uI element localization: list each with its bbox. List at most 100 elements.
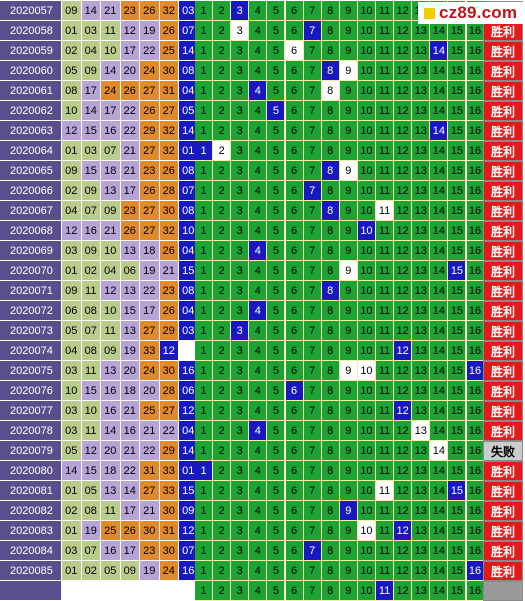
number-8-cell: 8 (321, 441, 340, 461)
number-15-cell: 15 (448, 381, 467, 401)
draw-number-cell: 14 (120, 481, 140, 501)
number-13-cell: 13 (412, 521, 431, 541)
draw-number-cell: 22 (120, 461, 140, 481)
draw-number-cell: 19 (140, 21, 160, 41)
number-10-cell: 10 (357, 561, 376, 581)
number-5-cell: 5 (267, 321, 286, 341)
number-2-cell: 2 (213, 441, 232, 461)
draw-number-cell: 10 (62, 381, 82, 401)
number-13-cell: 13 (412, 141, 431, 161)
number-11-cell: 11 (376, 561, 395, 581)
number-6-cell: 6 (285, 441, 304, 461)
number-14-cell: 14 (430, 481, 449, 501)
number-11-cell: 11 (376, 1, 395, 21)
draw-number-cell: 30 (159, 501, 179, 521)
draw-number-cell: 11 (101, 21, 121, 41)
period-cell: 2020063 (0, 121, 62, 141)
draw-number-cell: 13 (120, 281, 140, 301)
number-8-cell: 8 (321, 61, 340, 81)
draw-number-cell: 23 (120, 201, 140, 221)
number-11-cell: 11 (376, 81, 395, 101)
number-3-cell: 3 (231, 561, 250, 581)
number-7-cell: 7 (303, 421, 322, 441)
draw-number-cell: 18 (120, 381, 140, 401)
number-10-cell: 10 (357, 301, 376, 321)
draw-number-cell: 07 (101, 141, 121, 161)
period-cell: 2020070 (0, 261, 62, 281)
number-8-cell: 8 (321, 381, 340, 401)
number-16-cell: 16 (466, 561, 485, 581)
number-3-cell: 3 (231, 381, 250, 401)
number-5-cell: 5 (267, 401, 286, 421)
number-15-cell: 15 (448, 61, 467, 81)
number-7-cell: 7 (303, 41, 322, 61)
draw-number-cell: 29 (140, 121, 160, 141)
draw-number-cell: 27 (159, 401, 179, 421)
number-15-cell: 15 (448, 481, 467, 501)
number-15-cell: 15 (448, 201, 467, 221)
number-16-cell: 16 (466, 121, 485, 141)
draw-number-cell: 10 (62, 101, 82, 121)
number-3-cell: 3 (231, 541, 250, 561)
draw-number-cell: 15 (81, 121, 101, 141)
number-3-cell: 3 (231, 141, 250, 161)
draw-number-cell: 26 (159, 21, 179, 41)
number-9-cell: 9 (339, 161, 358, 181)
number-12-cell: 12 (394, 561, 413, 581)
period-cell: 2020060 (0, 61, 62, 81)
number-7-cell: 7 (303, 221, 322, 241)
number-7-cell: 7 (303, 381, 322, 401)
draw-number-cell: 26 (140, 1, 160, 21)
number-15-cell: 15 (448, 121, 467, 141)
draw-number-cell (120, 581, 140, 601)
number-13-cell: 13 (412, 541, 431, 561)
number-14-cell: 14 (430, 581, 449, 601)
number-12-cell: 12 (394, 581, 413, 601)
draw-number-cell: 33 (159, 481, 179, 501)
result-badge-win: 胜利 (483, 421, 523, 441)
number-2-cell: 2 (213, 221, 232, 241)
period-cell: 2020085 (0, 561, 62, 581)
number-13-cell: 13 (412, 421, 431, 441)
number-11-cell: 11 (376, 421, 395, 441)
period-cell: 2020079 (0, 441, 62, 461)
number-3-cell: 3 (231, 41, 250, 61)
number-6-cell: 6 (285, 401, 304, 421)
number-3-cell: 3 (231, 241, 250, 261)
number-5-cell: 5 (267, 441, 286, 461)
number-2-cell: 2 (213, 521, 232, 541)
draw-number-cell: 26 (120, 81, 140, 101)
number-6-cell: 6 (285, 141, 304, 161)
number-6-cell: 6 (285, 281, 304, 301)
number-2-cell: 2 (213, 341, 232, 361)
period-cell: 2020065 (0, 161, 62, 181)
number-14-cell: 14 (430, 341, 449, 361)
number-14-cell: 14 (430, 441, 449, 461)
draw-number-cell: 23 (120, 1, 140, 21)
number-1-cell: 1 (195, 61, 214, 81)
draw-number-cell: 05 (101, 561, 121, 581)
draw-number-cell: 22 (120, 121, 140, 141)
number-16-cell: 16 (466, 181, 485, 201)
number-6-cell: 6 (285, 181, 304, 201)
number-2-cell: 2 (213, 321, 232, 341)
site-logo[interactable]: cz89.com (418, 2, 524, 24)
draw-number-cell: 15 (120, 301, 140, 321)
number-4-cell: 4 (249, 181, 268, 201)
number-10-cell: 10 (357, 341, 376, 361)
number-8-cell: 8 (321, 421, 340, 441)
number-12-cell: 12 (394, 541, 413, 561)
draw-number-cell: 29 (159, 441, 179, 461)
number-13-cell: 13 (412, 461, 431, 481)
number-14-cell: 14 (430, 141, 449, 161)
result-badge-win: 胜利 (483, 221, 523, 241)
number-10-cell: 10 (357, 401, 376, 421)
number-16-cell: 16 (466, 261, 485, 281)
number-15-cell: 15 (448, 401, 467, 421)
result-badge-win: 胜利 (483, 161, 523, 181)
draw-number-cell: 03 (81, 141, 101, 161)
number-5-cell: 5 (267, 501, 286, 521)
draw-number-cell: 04 (101, 261, 121, 281)
draw-number-cell (159, 581, 179, 601)
